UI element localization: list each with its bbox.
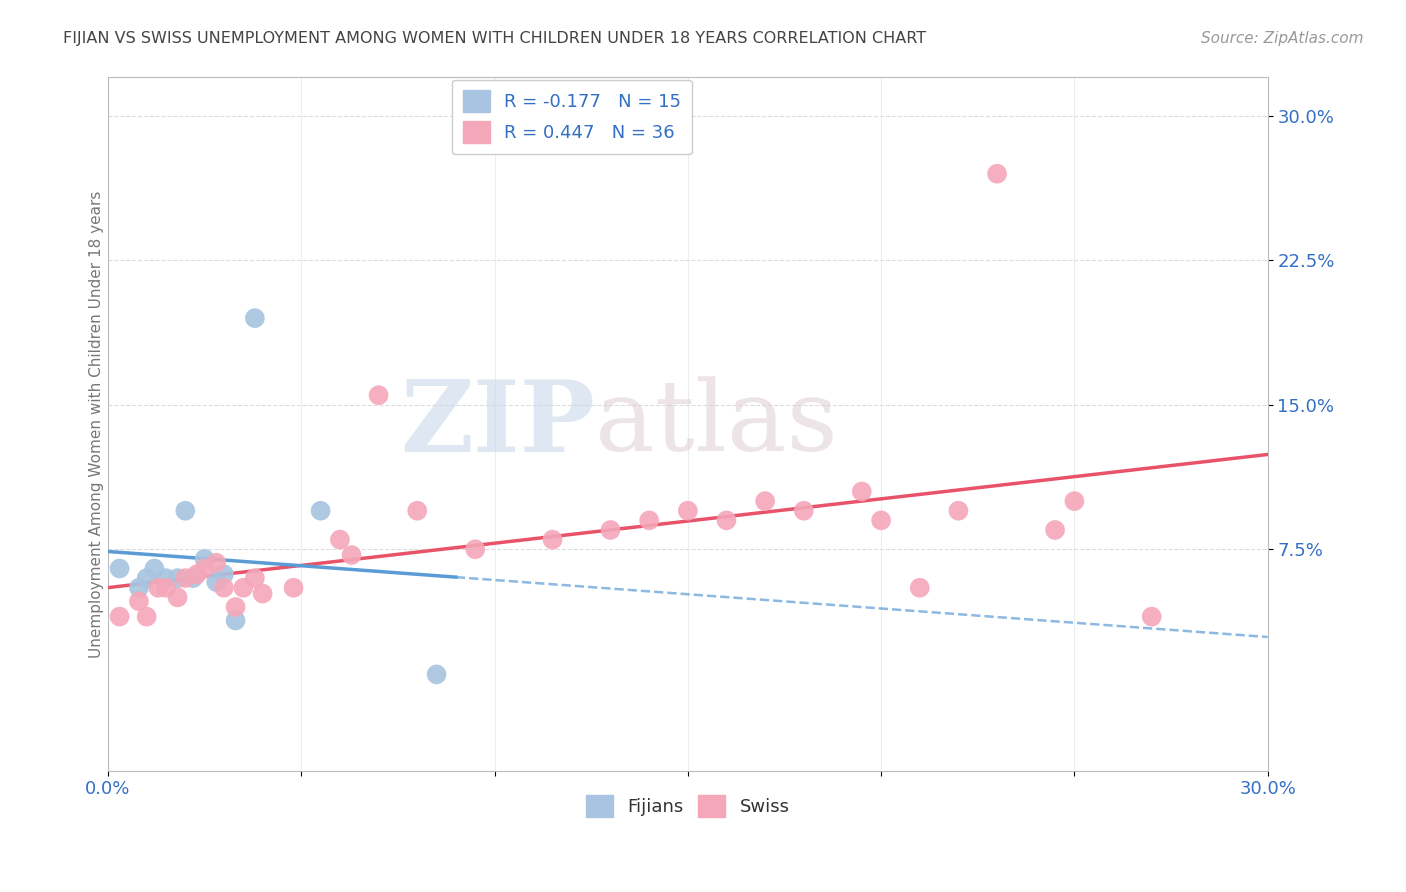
Point (205, 574, 228, 589)
Point (155, 581, 177, 595)
Point (793, 504, 815, 518)
Point (232, 581, 254, 595)
Point (128, 594, 150, 608)
Point (599, 523, 621, 537)
Point (1063, 494, 1085, 508)
Point (406, 504, 429, 518)
Point (174, 571, 197, 585)
Y-axis label: Unemployment Among Women with Children Under 18 years: Unemployment Among Women with Children U… (90, 190, 104, 657)
Point (135, 571, 157, 585)
Point (166, 571, 188, 585)
Point (541, 533, 564, 547)
Point (128, 581, 150, 595)
Point (155, 571, 177, 585)
Point (205, 556, 228, 570)
Point (464, 542, 486, 557)
Point (181, 571, 204, 585)
Point (676, 504, 699, 518)
Point (194, 552, 217, 566)
Point (908, 581, 931, 595)
Point (425, 667, 447, 681)
Point (148, 581, 170, 595)
Text: atlas: atlas (595, 376, 838, 472)
Point (252, 586, 274, 600)
Point (174, 504, 197, 518)
Legend: Fijians, Swiss: Fijians, Swiss (579, 788, 797, 824)
Point (212, 581, 235, 595)
Point (716, 513, 738, 527)
Point (135, 609, 157, 624)
Point (108, 561, 131, 575)
Point (367, 388, 389, 402)
Point (186, 567, 208, 582)
Point (243, 311, 266, 326)
Point (309, 504, 332, 518)
Point (1140, 609, 1163, 624)
Text: FIJIAN VS SWISS UNEMPLOYMENT AMONG WOMEN WITH CHILDREN UNDER 18 YEARS CORRELATIO: FIJIAN VS SWISS UNEMPLOYMENT AMONG WOMEN… (63, 31, 927, 46)
Point (143, 561, 166, 575)
Point (754, 494, 776, 508)
Point (986, 167, 1008, 181)
Point (870, 513, 893, 527)
Text: ZIP: ZIP (401, 376, 595, 473)
Point (194, 561, 217, 575)
Text: Source: ZipAtlas.com: Source: ZipAtlas.com (1201, 31, 1364, 46)
Point (948, 504, 970, 518)
Point (329, 533, 352, 547)
Point (1043, 523, 1066, 537)
Point (108, 609, 131, 624)
Point (166, 591, 188, 605)
Point (243, 571, 266, 585)
Point (212, 567, 235, 582)
Point (283, 581, 305, 595)
Point (225, 614, 247, 628)
Point (851, 484, 873, 499)
Point (225, 600, 247, 615)
Point (340, 548, 363, 562)
Point (638, 513, 661, 527)
